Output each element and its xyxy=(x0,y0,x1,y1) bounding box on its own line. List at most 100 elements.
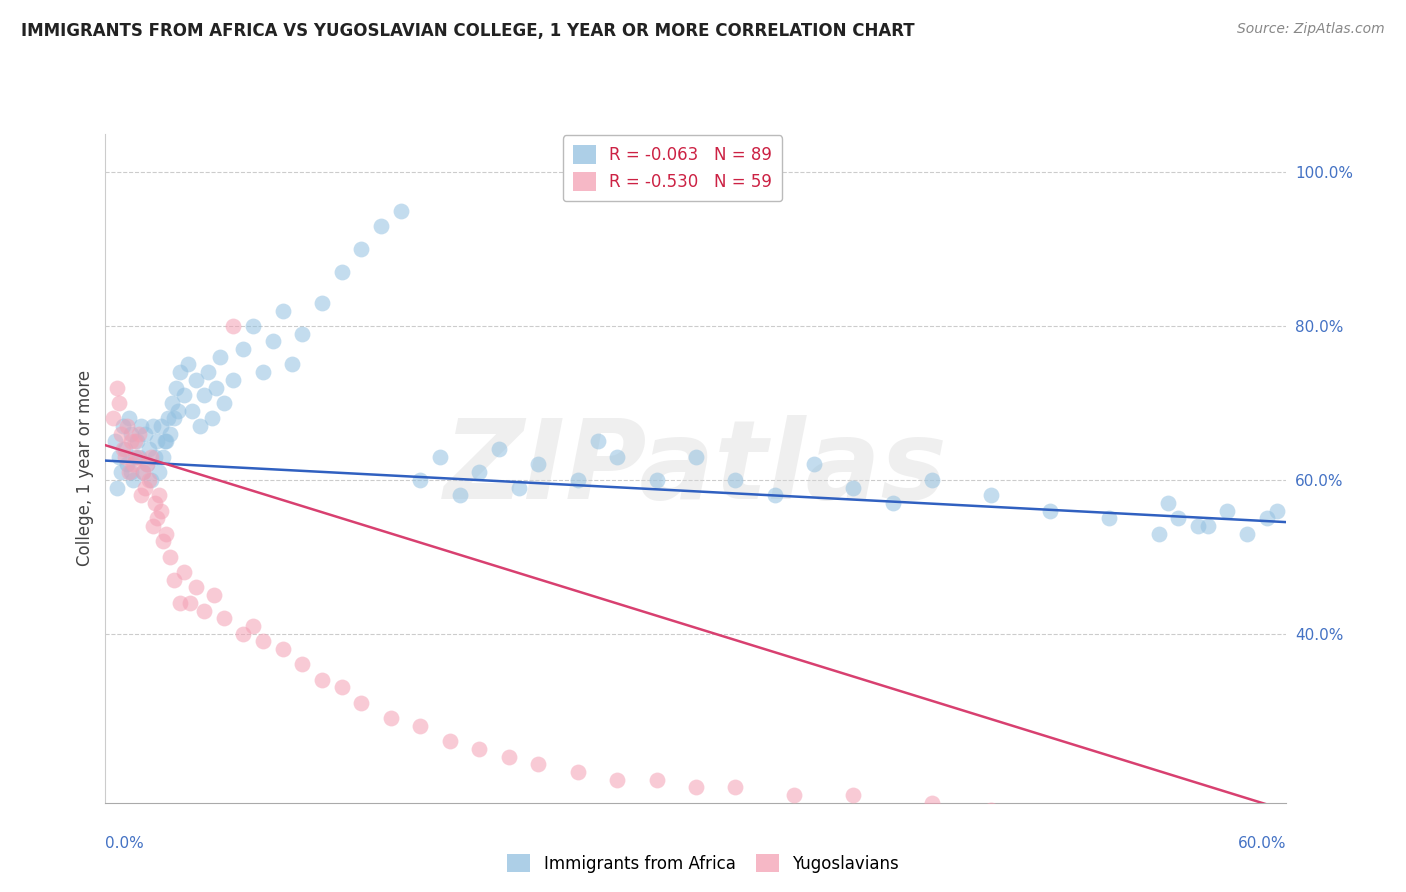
Point xyxy=(162,396,184,410)
Point xyxy=(208,350,231,364)
Text: IMMIGRANTS FROM AFRICA VS YUGOSLAVIAN COLLEGE, 1 YEAR OR MORE CORRELATION CHART: IMMIGRANTS FROM AFRICA VS YUGOSLAVIAN CO… xyxy=(21,22,915,40)
Point xyxy=(152,450,174,464)
Point xyxy=(1098,511,1121,525)
Point xyxy=(222,319,245,334)
Point xyxy=(148,488,170,502)
Point xyxy=(783,788,806,802)
Point xyxy=(124,434,146,449)
Point xyxy=(173,388,195,402)
Point xyxy=(155,434,177,449)
Point xyxy=(242,619,264,633)
Point xyxy=(212,396,235,410)
Point xyxy=(110,465,132,479)
Point xyxy=(110,426,132,441)
Point xyxy=(129,488,152,502)
Point xyxy=(1236,526,1258,541)
Point xyxy=(169,365,191,379)
Text: 0.0%: 0.0% xyxy=(105,837,145,851)
Point xyxy=(159,549,181,564)
Point xyxy=(145,434,167,449)
Point xyxy=(134,481,156,495)
Point xyxy=(132,465,155,479)
Text: ZIPatlas: ZIPatlas xyxy=(444,415,948,522)
Point xyxy=(1197,519,1219,533)
Point xyxy=(125,450,148,464)
Point xyxy=(350,696,373,710)
Point xyxy=(1147,526,1170,541)
Point xyxy=(350,242,373,256)
Point xyxy=(134,426,156,441)
Point xyxy=(159,426,181,441)
Point xyxy=(143,450,166,464)
Point xyxy=(271,642,294,657)
Point xyxy=(118,465,141,479)
Point xyxy=(122,473,145,487)
Point xyxy=(724,473,747,487)
Point xyxy=(1256,511,1278,525)
Point xyxy=(202,588,225,602)
Point xyxy=(498,749,520,764)
Point xyxy=(685,780,707,795)
Point xyxy=(128,450,150,464)
Point xyxy=(108,450,131,464)
Point xyxy=(139,473,162,487)
Point xyxy=(252,365,274,379)
Point xyxy=(370,219,392,233)
Point xyxy=(143,496,166,510)
Point xyxy=(882,496,904,510)
Point xyxy=(1187,519,1209,533)
Point xyxy=(311,673,333,687)
Point xyxy=(567,765,589,780)
Point xyxy=(380,711,402,725)
Point xyxy=(488,442,510,456)
Point xyxy=(389,203,412,218)
Point xyxy=(468,742,491,756)
Point xyxy=(148,465,170,479)
Point xyxy=(586,434,609,449)
Point xyxy=(508,481,530,495)
Point xyxy=(188,419,211,434)
Point xyxy=(145,511,167,525)
Point xyxy=(291,326,314,341)
Point xyxy=(142,419,165,434)
Point xyxy=(567,473,589,487)
Point xyxy=(129,419,152,434)
Point xyxy=(122,458,145,472)
Point xyxy=(138,473,160,487)
Point xyxy=(135,458,157,472)
Point xyxy=(311,296,333,310)
Point xyxy=(645,772,668,787)
Point xyxy=(173,565,195,579)
Point xyxy=(105,481,128,495)
Point xyxy=(108,396,131,410)
Point xyxy=(197,365,219,379)
Point xyxy=(184,581,207,595)
Point xyxy=(222,373,245,387)
Point xyxy=(149,503,172,517)
Point xyxy=(163,411,186,425)
Point xyxy=(201,411,224,425)
Point xyxy=(1039,503,1062,517)
Point xyxy=(204,380,226,394)
Point xyxy=(449,488,471,502)
Point xyxy=(242,319,264,334)
Point xyxy=(1216,503,1239,517)
Point xyxy=(685,450,707,464)
Point xyxy=(252,634,274,648)
Point xyxy=(120,434,142,449)
Point xyxy=(104,434,127,449)
Point xyxy=(921,473,943,487)
Point xyxy=(128,426,150,441)
Point xyxy=(114,442,136,456)
Text: Source: ZipAtlas.com: Source: ZipAtlas.com xyxy=(1237,22,1385,37)
Point xyxy=(409,473,432,487)
Point xyxy=(262,334,284,349)
Legend: Immigrants from Africa, Yugoslavians: Immigrants from Africa, Yugoslavians xyxy=(501,847,905,880)
Point xyxy=(330,681,353,695)
Point xyxy=(153,434,176,449)
Point xyxy=(212,611,235,625)
Point xyxy=(291,657,314,672)
Point xyxy=(115,419,138,434)
Point xyxy=(527,757,550,772)
Point xyxy=(115,458,138,472)
